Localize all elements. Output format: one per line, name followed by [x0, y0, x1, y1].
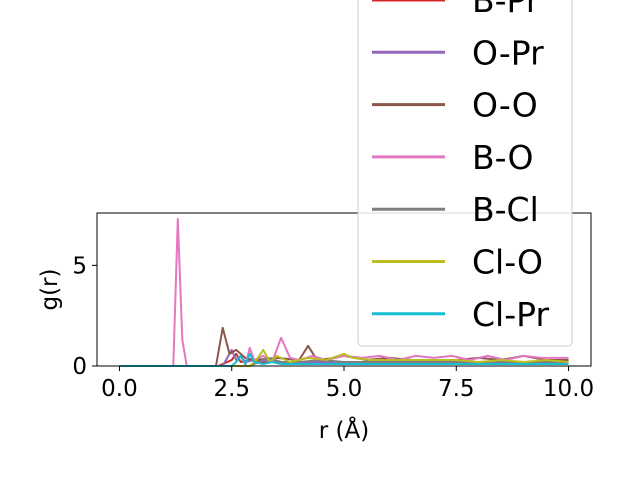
legend-label-o-pr: O-Pr [472, 33, 544, 72]
y-tick-label: 0 [72, 354, 87, 380]
series-line-cl-pr [119, 352, 569, 367]
x-tick-label: 7.5 [438, 376, 475, 402]
x-axis-label: r (Å) [319, 416, 369, 444]
legend: B-Pr O-Pr O-O B-O B-Cl Cl-O Cl-Pr [357, 0, 573, 347]
y-tick-label: 5 [72, 253, 87, 279]
x-tick-label: 5.0 [326, 376, 363, 402]
x-tick-label: 2.5 [213, 376, 250, 402]
legend-label-b-o: B-O [472, 138, 533, 177]
legend-frame [357, 0, 573, 347]
y-axis-label: g(r) [37, 268, 63, 310]
legend-label-o-o: O-O [472, 86, 538, 125]
x-tick-label: 10.0 [543, 376, 594, 402]
legend-label-b-pr: B-Pr [472, 0, 540, 20]
x-tick-label: 0.0 [101, 376, 138, 402]
x-axis: 0.0 2.5 5.0 7.5 10.0 [101, 366, 594, 402]
legend-label-cl-o: Cl-O [472, 243, 543, 282]
legend-label-cl-pr: Cl-Pr [472, 295, 549, 334]
legend-label-b-cl: B-Cl [472, 190, 539, 229]
y-axis: 05 [72, 253, 97, 380]
series-line-cl-o [119, 348, 569, 367]
